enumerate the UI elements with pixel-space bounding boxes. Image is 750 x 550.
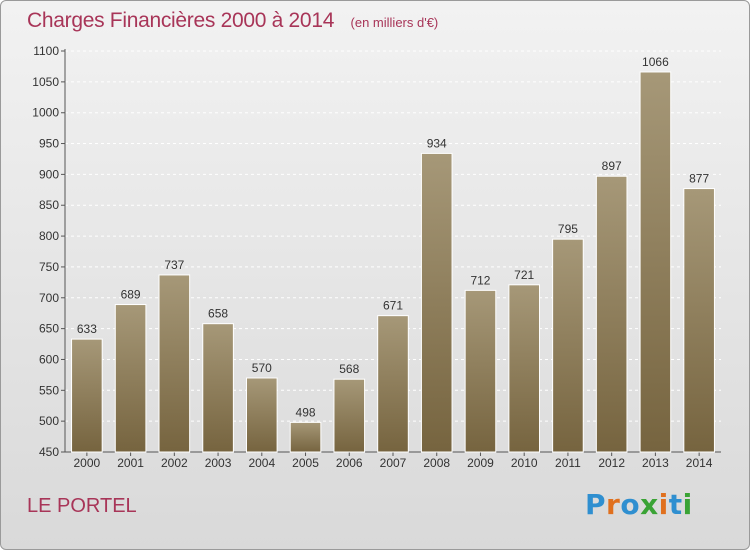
y-tick-label: 700 bbox=[39, 291, 59, 305]
x-tick-label: 2005 bbox=[292, 456, 319, 470]
x-tick-label: 2012 bbox=[598, 456, 625, 470]
x-tick-label: 2014 bbox=[686, 456, 713, 470]
bar-value-label: 568 bbox=[339, 362, 359, 376]
x-tick-label: 2003 bbox=[205, 456, 232, 470]
x-tick-label: 2007 bbox=[380, 456, 407, 470]
logo-letter: o bbox=[620, 488, 641, 521]
bar-value-label: 897 bbox=[602, 159, 622, 173]
x-tick-label: 2008 bbox=[423, 456, 450, 470]
bar-2000 bbox=[71, 338, 103, 453]
bar-value-label: 570 bbox=[252, 361, 272, 375]
y-tick-label: 950 bbox=[39, 137, 59, 151]
y-tick-label: 850 bbox=[39, 198, 59, 212]
y-tick-label: 900 bbox=[39, 167, 59, 181]
y-tick-label: 450 bbox=[39, 445, 59, 459]
proxiti-logo[interactable]: Proxiti bbox=[585, 488, 693, 521]
bar-2006 bbox=[333, 378, 366, 453]
bar-value-label: 689 bbox=[121, 288, 141, 302]
y-tick-label: 1000 bbox=[32, 106, 59, 120]
bar-2011 bbox=[552, 238, 584, 453]
y-tick-label: 750 bbox=[39, 260, 59, 274]
bar-value-label: 877 bbox=[689, 172, 709, 186]
y-tick-label: 1100 bbox=[33, 44, 59, 58]
y-tick-label: 1050 bbox=[32, 75, 59, 89]
x-tick-label: 2004 bbox=[248, 456, 275, 470]
bar-2012 bbox=[595, 175, 628, 453]
bar-value-label: 1066 bbox=[642, 55, 669, 69]
logo-letter: P bbox=[585, 488, 607, 521]
bar-2005 bbox=[289, 421, 322, 453]
logo-letter: t bbox=[668, 488, 683, 521]
title-row: Charges Financières 2000 à 2014 (en mill… bbox=[27, 9, 438, 33]
bar-value-label: 633 bbox=[77, 322, 97, 336]
bar-2001 bbox=[114, 304, 147, 453]
y-tick-label: 800 bbox=[39, 229, 59, 243]
bar-2007 bbox=[377, 315, 409, 453]
bar-2004 bbox=[245, 377, 278, 453]
commune-name: LE PORTEL bbox=[27, 495, 137, 517]
logo-letter: r bbox=[606, 488, 621, 521]
logo-letter: i bbox=[682, 488, 693, 521]
bar-2013 bbox=[639, 71, 672, 453]
chart-unit: (en milliers d'€) bbox=[350, 15, 439, 30]
bar-2014 bbox=[683, 188, 715, 453]
bar-2009 bbox=[464, 289, 497, 453]
y-tick-label: 600 bbox=[39, 352, 59, 366]
bar-value-label: 721 bbox=[514, 268, 534, 282]
y-tick-label: 650 bbox=[39, 322, 59, 336]
bar-value-label: 737 bbox=[164, 258, 184, 272]
y-tick-label: 550 bbox=[39, 383, 59, 397]
chart-title: Charges Financières 2000 à 2014 bbox=[27, 9, 335, 32]
bar-value-label: 658 bbox=[208, 307, 228, 321]
x-tick-label: 2000 bbox=[74, 456, 101, 470]
x-tick-label: 2011 bbox=[555, 456, 581, 470]
x-tick-label: 2002 bbox=[161, 456, 188, 470]
bar-value-label: 795 bbox=[558, 222, 578, 236]
logo-letter: x bbox=[640, 488, 659, 521]
bar-2008 bbox=[420, 152, 453, 453]
bar-2010 bbox=[508, 284, 541, 453]
x-tick-label: 2009 bbox=[467, 456, 494, 470]
x-tick-label: 2010 bbox=[511, 456, 538, 470]
bar-value-label: 671 bbox=[383, 299, 403, 313]
bar-value-label: 712 bbox=[470, 273, 490, 287]
bar-value-label: 934 bbox=[427, 136, 447, 150]
x-tick-label: 2001 bbox=[117, 456, 144, 470]
logo-letter: i bbox=[658, 488, 669, 521]
x-tick-label: 2013 bbox=[642, 456, 669, 470]
bar-2003 bbox=[202, 323, 234, 453]
x-tick-label: 2006 bbox=[336, 456, 363, 470]
y-tick-label: 500 bbox=[39, 414, 59, 428]
bar-2002 bbox=[158, 274, 191, 453]
bar-value-label: 498 bbox=[296, 405, 316, 419]
